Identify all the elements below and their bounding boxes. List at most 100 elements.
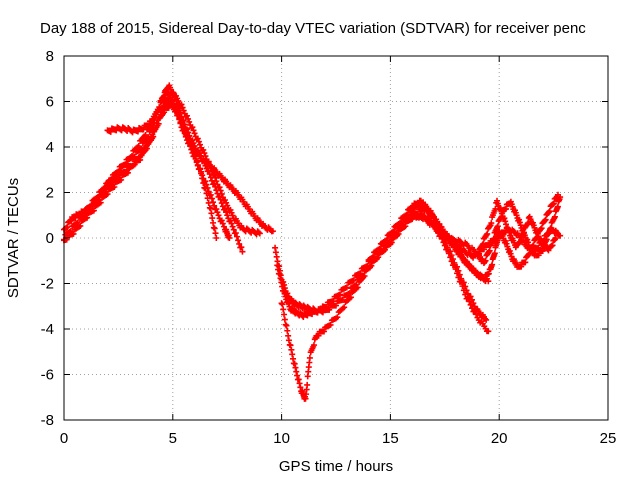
data-point [483,316,490,323]
data-point [210,219,217,226]
data-point [197,165,203,172]
data-point [255,229,262,236]
data-point [207,191,214,198]
data-point [467,301,474,308]
data-point [276,270,283,277]
data-point [189,124,196,131]
data-point [368,262,375,269]
data-point [447,254,454,261]
data-point [236,240,243,247]
data-point [239,248,246,255]
data-point [171,104,178,111]
data-point [278,279,285,286]
data-point [306,354,313,361]
y-tick-label: -6 [41,367,54,384]
data-point [213,206,220,213]
data-point [131,153,138,160]
data-point [191,152,198,159]
data-point [547,225,554,232]
data-point [516,238,523,245]
data-point [280,306,287,313]
data-point [193,159,200,166]
data-point [557,232,564,239]
data-point [543,236,550,243]
data-point [283,322,290,329]
data-point [188,146,195,153]
data-point [211,202,218,209]
data-point [334,314,341,321]
data-point [67,228,74,235]
data-point [291,360,298,367]
data-point [124,160,131,167]
data-point [310,342,317,349]
data-point [486,223,493,230]
data-point [160,94,167,101]
y-tick-label: 8 [46,48,54,65]
data-point [173,108,180,115]
data-point [490,235,497,242]
x-ticks: 0 5 10 15 20 25 [60,56,617,447]
series-satellite-track-5 [82,87,233,241]
y-tick-label: -4 [41,321,54,338]
data-point [326,306,333,313]
data-point [77,222,84,229]
data-point [217,187,224,194]
data-point [294,372,301,379]
x-tick-label: 25 [600,430,617,447]
data-point [187,143,194,150]
data-point [212,230,219,237]
data-point [74,219,81,226]
data-point [199,172,206,179]
data-point [505,226,512,233]
data-point [205,158,212,165]
data-point [68,217,75,224]
data-point [229,223,236,230]
data-point [489,261,496,268]
data-point [476,250,483,257]
data-point [537,226,544,233]
data-point [212,174,219,181]
data-point [554,191,561,198]
data-point [454,270,461,277]
data-point [333,302,339,309]
data-point [211,171,218,178]
data-point [376,245,383,252]
data-point [485,328,492,335]
data-point [485,278,492,285]
data-point [138,145,145,152]
data-point [318,307,325,314]
data-point [84,209,91,216]
data-point [272,249,279,256]
data-point [485,248,492,255]
data-point [482,257,489,264]
data-point [194,135,201,142]
data-point [494,237,501,244]
data-point [218,190,225,197]
data-point [455,274,462,281]
data-point [330,298,337,305]
data-point [486,247,493,254]
data-point [165,104,172,111]
data-point [551,213,558,220]
data-point [277,275,284,282]
data-point [287,342,294,349]
y-tick-label: -2 [41,276,54,293]
data-point [388,239,395,246]
data-point [539,247,546,254]
x-tick-label: 10 [273,430,290,447]
data-point [219,220,226,227]
data-point [520,231,527,238]
data-point [545,209,552,216]
data-point [399,221,406,228]
data-point [459,283,466,290]
data-point [169,96,176,103]
data-point [341,304,348,311]
data-point [213,235,220,241]
data-point [233,233,240,240]
data-point [204,184,211,191]
data-point [214,209,221,216]
data-point [503,205,509,212]
data-point [458,278,465,285]
data-point [304,381,311,388]
data-point [475,252,482,259]
